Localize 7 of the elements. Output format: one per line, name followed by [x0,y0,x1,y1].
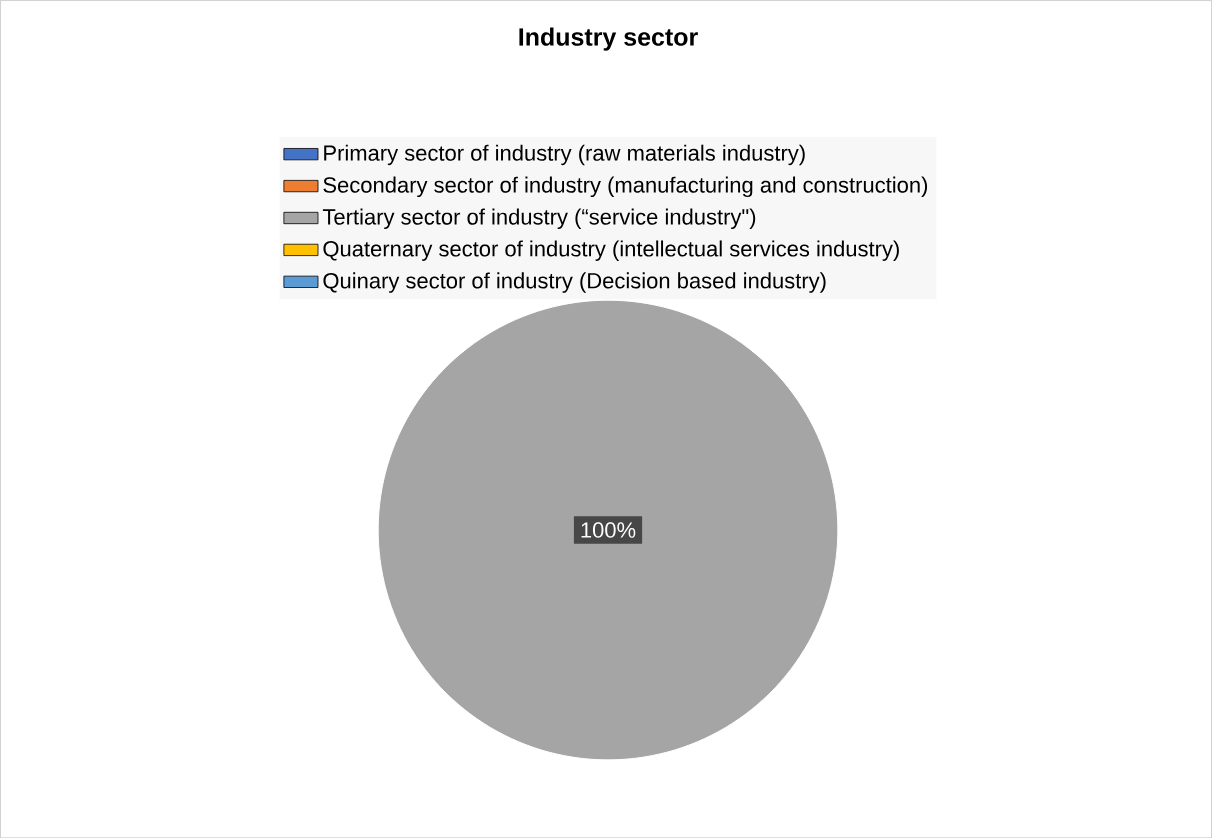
legend-label: Quaternary sector of industry (intellectual services industry) [323,240,899,261]
legend-label: Primary sector of industry (raw materials industry) [324,144,805,166]
legend-label: Quinary sector of industry (Decision based industry) [323,272,826,293]
chart-title: Industry sector [519,27,698,51]
legend-label: Secondary sector of industry (manufacturing and construction) [323,176,928,197]
data-label: 100% [581,522,636,538]
legend-label: Tertiary sector of industry (“service industry") [322,208,756,229]
